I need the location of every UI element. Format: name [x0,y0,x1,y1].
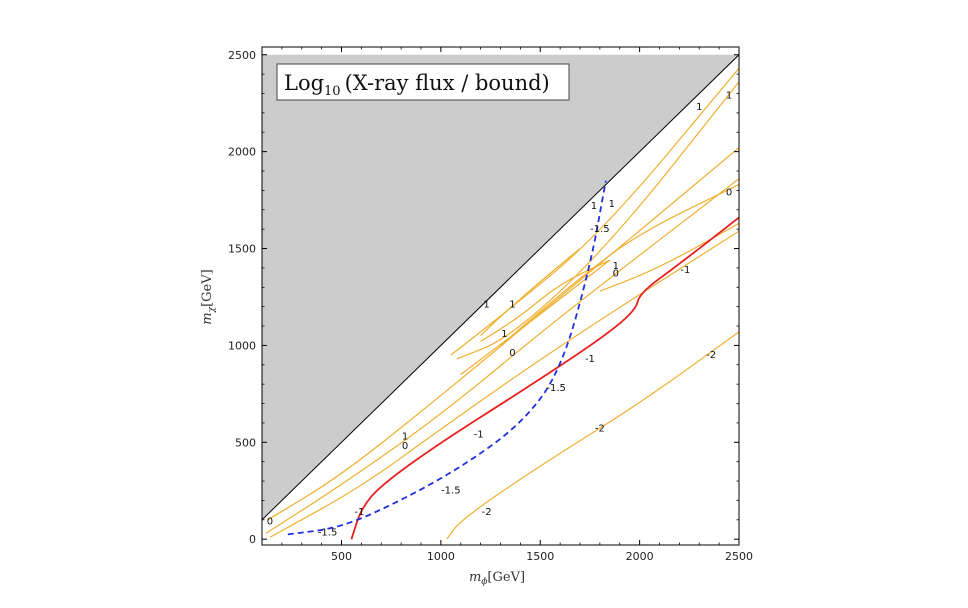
contour-label-15: -2 [706,350,716,361]
x-tick-label-3: 2000 [626,550,654,563]
contour-line-8 [480,259,611,343]
x-axis-ticks: 500 1000 1500 2000 2500 [281,47,753,563]
contour-line-2 [269,230,739,538]
y-tick-label-1: 500 [235,436,256,449]
contour-label-8: -1 [680,265,690,276]
x-axis-label: mϕ[GeV] [469,570,525,587]
contour-line-4 [450,67,739,356]
contour-label-20: -1.5 [441,486,461,497]
contour-label-7: 0 [613,269,619,280]
contour-label-12: 0 [509,348,515,359]
contour-label-5: 0 [726,187,732,198]
x-tick-label-4: 2500 [725,550,753,563]
contour-line-7 [480,248,581,337]
y-tick-label-5: 2500 [228,49,256,62]
contour-label-23: -1.5 [318,527,338,538]
contour-line-10 [599,222,739,292]
contour-label-21: -1 [354,507,364,518]
contour-label-11: 1 [501,329,507,340]
contour-label-0: 1 [696,102,702,113]
contour-label-2: 1 [591,201,597,212]
x-tick-label-1: 1000 [427,550,455,563]
y-tick-label-0: 0 [249,533,256,546]
contour-label-22: -2 [482,507,492,518]
contour-line-12 [287,180,607,536]
chart-title-box: Log10 (X-ray flux / bound) [276,63,570,101]
diagonal-boundary-line [262,54,739,521]
contour-lines [265,67,739,540]
y-tick-label-2: 1000 [228,339,256,352]
contour-line-5 [456,81,739,360]
contour-label-18: 0 [402,441,408,452]
contour-label-3: 1 [609,199,615,210]
contour-label-4: -1.5 [590,224,610,235]
x-tick-label-0: 500 [331,550,352,563]
contour-label-13: -1 [585,354,595,365]
y-tick-label-4: 2000 [228,146,256,159]
x-tick-label-2: 1500 [526,550,554,563]
contour-label-19: -1 [474,430,484,441]
contour-line-1 [265,178,739,534]
contour-line-0 [267,147,739,521]
chart-title: Log10 (X-ray flux / bound) [284,71,550,99]
contour-label-9: 1 [483,300,489,311]
contour-label-10: 1 [509,300,515,311]
contour-label-1: 1 [726,90,732,101]
contour-line-9 [500,184,739,346]
contour-label-6: 1 [613,261,619,272]
y-tick-label-3: 1500 [228,243,256,256]
contour-label-17: 1 [402,431,408,442]
y-axis-label: mχ[GeV] [200,269,217,324]
contour-line-11 [350,216,739,540]
contour-label-16: -2 [595,424,605,435]
contour-label-14: -1.5 [546,383,566,394]
contour-line-3 [446,331,739,540]
contour-label-24: 0 [267,517,273,528]
